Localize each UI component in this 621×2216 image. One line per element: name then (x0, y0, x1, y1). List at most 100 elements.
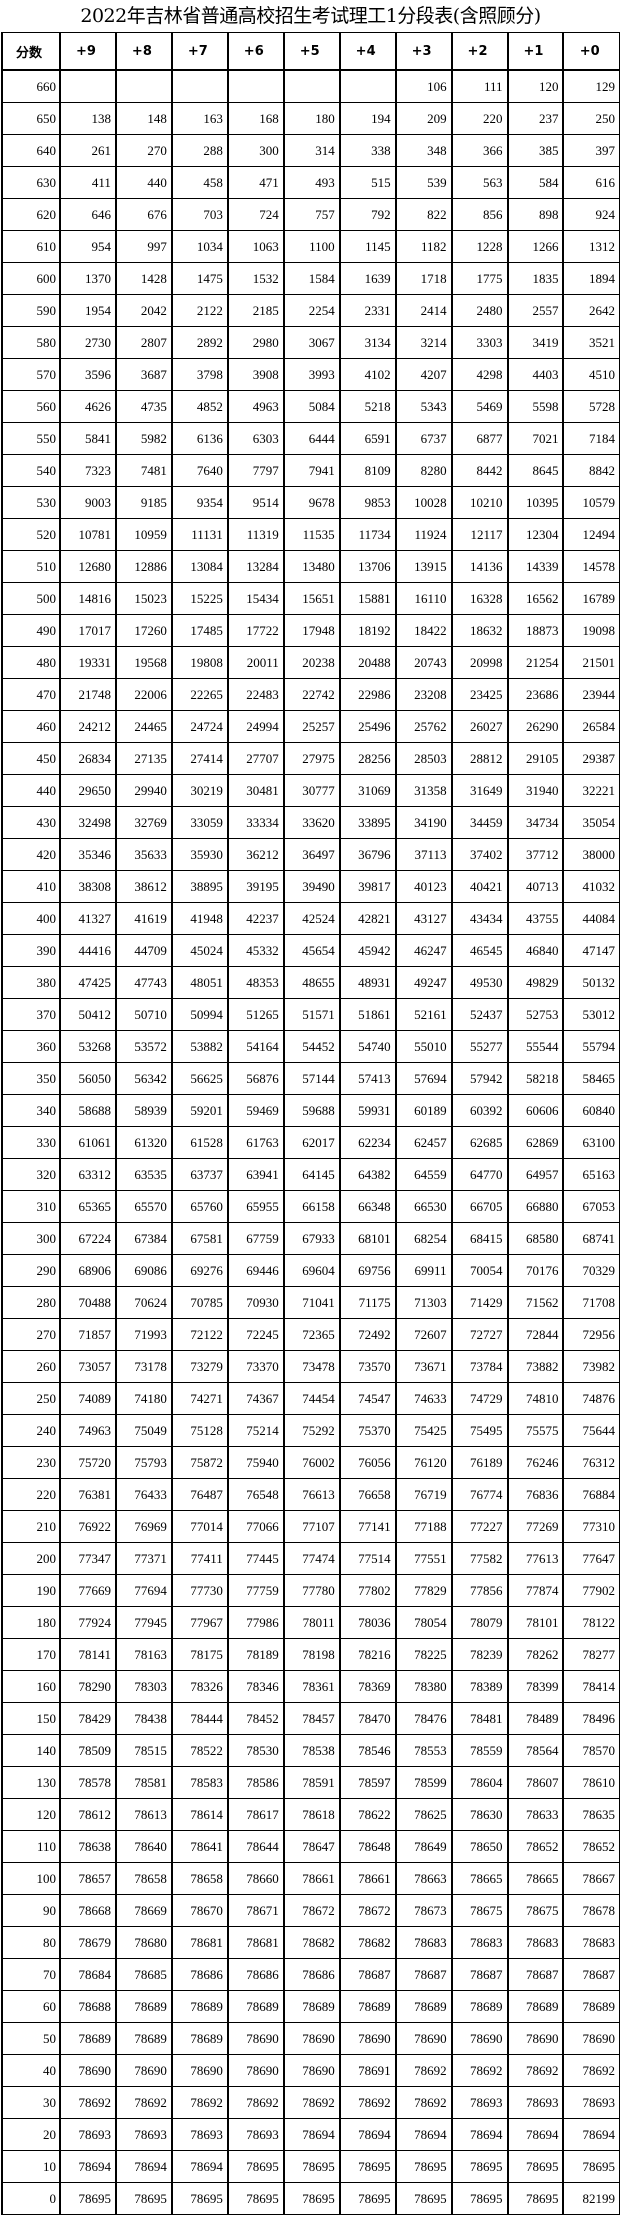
count-cell: 78692 (562, 2054, 621, 2087)
count-cell: 78695 (59, 2182, 117, 2215)
count-cell: 3521 (562, 326, 621, 359)
count-cell: 3798 (170, 358, 229, 391)
count-cell: 57144 (282, 1062, 341, 1095)
count-cell: 40713 (506, 870, 564, 903)
count-cell: 17485 (170, 614, 229, 647)
count-cell: 7481 (114, 454, 173, 487)
count-cell: 77874 (506, 1574, 564, 1607)
table-row: 580 2730 2807 2892 2980 3067 3134 3214 3303 3419 3… (1, 326, 621, 359)
count-cell: 288 (170, 134, 229, 167)
count-cell: 78672 (338, 1894, 397, 1927)
count-cell: 72844 (506, 1318, 564, 1351)
count-cell: 78695 (506, 2150, 564, 2183)
count-cell: 76312 (562, 1446, 621, 1479)
count-cell: 12680 (59, 550, 117, 583)
count-cell: 46545 (450, 934, 508, 967)
count-cell: 314 (282, 134, 341, 167)
count-cell: 14339 (506, 550, 564, 583)
count-cell: 75793 (114, 1446, 173, 1479)
table-row: 190 77669 77694 77730 77759 77780 77802 77829 77… (1, 1574, 621, 1607)
score-cell: 660 (1, 69, 61, 103)
count-cell: 78644 (226, 1830, 285, 1863)
table-row: 20 78693 78693 78693 78693 78694 78694 78694 786… (1, 2118, 621, 2151)
table-body: 660 106 111 120 129 650 138 148 163 168 180 194 209 2… (1, 69, 621, 2215)
count-cell: 55794 (562, 1030, 621, 1063)
count-cell: 78694 (114, 2150, 173, 2183)
count-cell: 69276 (170, 1254, 229, 1287)
table-row: 460 24212 24465 24724 24994 25257 25496 25762 26… (1, 710, 621, 743)
count-cell: 2254 (282, 294, 341, 327)
count-cell: 62685 (450, 1126, 508, 1159)
count-cell: 1894 (562, 262, 621, 295)
count-cell: 50994 (170, 998, 229, 1031)
count-cell: 997 (114, 230, 173, 263)
count-cell: 6737 (394, 422, 453, 455)
count-cell: 9514 (226, 486, 285, 519)
count-cell: 111 (450, 69, 508, 103)
count-cell: 74271 (170, 1382, 229, 1415)
count-cell: 7640 (170, 454, 229, 487)
count-cell: 78661 (282, 1862, 341, 1895)
count-cell: 78690 (450, 2022, 508, 2055)
count-cell: 78671 (226, 1894, 285, 1927)
count-cell: 78690 (394, 2022, 453, 2055)
count-cell: 77730 (170, 1574, 229, 1607)
score-cell: 580 (1, 326, 61, 359)
count-cell: 70488 (59, 1286, 117, 1319)
count-cell: 78690 (59, 2054, 117, 2087)
count-cell: 42524 (282, 902, 341, 935)
count-cell: 78470 (338, 1702, 397, 1735)
count-cell: 42237 (226, 902, 285, 935)
count-cell: 68101 (338, 1222, 397, 1255)
score-cell: 170 (1, 1638, 61, 1671)
count-cell: 78694 (394, 2118, 453, 2151)
count-cell: 67581 (170, 1222, 229, 1255)
column-header: +0 (562, 32, 621, 71)
count-cell: 13706 (338, 550, 397, 583)
count-cell: 78687 (338, 1958, 397, 1991)
count-cell: 78011 (282, 1606, 341, 1639)
count-cell: 61061 (59, 1126, 117, 1159)
count-cell: 5728 (562, 390, 621, 423)
score-cell: 80 (1, 1926, 61, 1959)
count-cell: 78670 (170, 1894, 229, 1927)
count-cell: 78693 (506, 2086, 564, 2119)
count-cell: 78692 (394, 2086, 453, 2119)
count-cell: 411 (59, 166, 117, 199)
count-cell: 78641 (170, 1830, 229, 1863)
table-row: 200 77347 77371 77411 77445 77474 77514 77551 77… (1, 1542, 621, 1575)
count-cell: 78610 (562, 1766, 621, 1799)
count-cell: 616 (562, 166, 621, 199)
count-cell: 61763 (226, 1126, 285, 1159)
count-cell: 78690 (282, 2054, 341, 2087)
count-cell: 78515 (114, 1734, 173, 1767)
score-cell: 220 (1, 1478, 61, 1511)
count-cell: 5841 (59, 422, 117, 455)
count-cell: 73671 (394, 1350, 453, 1383)
count-cell: 23944 (562, 678, 621, 711)
count-cell: 24212 (59, 710, 117, 743)
count-cell: 78693 (226, 2118, 285, 2151)
count-cell: 78675 (450, 1894, 508, 1927)
table-row: 550 5841 5982 6136 6303 6444 6591 6737 6877 7021 7… (1, 422, 621, 455)
score-cell: 40 (1, 2054, 61, 2087)
count-cell: 75214 (226, 1414, 285, 1447)
count-cell: 20238 (282, 646, 341, 679)
count-cell: 78693 (562, 2086, 621, 2119)
table-row: 280 70488 70624 70785 70930 71041 71175 71303 71… (1, 1286, 621, 1319)
count-cell: 70930 (226, 1286, 285, 1319)
count-cell: 78695 (338, 2150, 397, 2183)
count-cell: 73279 (170, 1350, 229, 1383)
count-cell: 77066 (226, 1510, 285, 1543)
count-cell: 76002 (282, 1446, 341, 1479)
score-cell: 610 (1, 230, 61, 263)
count-cell: 5598 (506, 390, 564, 423)
count-cell: 75292 (282, 1414, 341, 1447)
count-cell: 76246 (506, 1446, 564, 1479)
table-row: 70 78684 78685 78686 78686 78686 78687 78687 786… (1, 1958, 621, 1991)
count-cell: 67384 (114, 1222, 173, 1255)
count-cell: 11924 (394, 518, 453, 551)
score-cell: 500 (1, 582, 61, 615)
table-row: 480 19331 19568 19808 20011 20238 20488 20743 20… (1, 646, 621, 679)
count-cell: 73057 (59, 1350, 117, 1383)
